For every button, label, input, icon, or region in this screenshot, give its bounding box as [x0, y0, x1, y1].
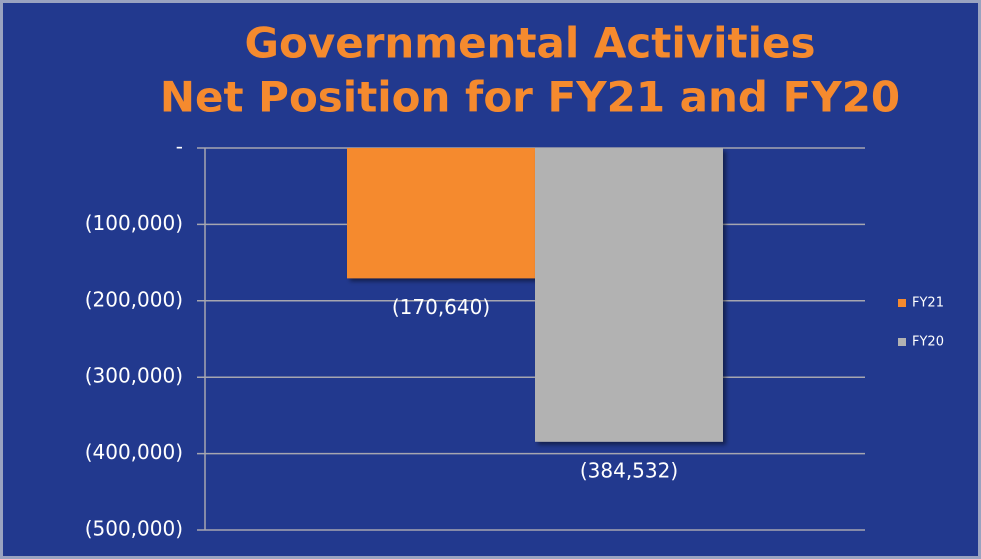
chart-title: Governmental Activities [245, 19, 816, 68]
y-tick-label: (500,000) [85, 517, 183, 541]
y-tick-label: (400,000) [85, 440, 183, 464]
bar [347, 148, 535, 279]
value-label: (170,640) [392, 295, 490, 319]
legend-swatch [898, 338, 906, 346]
bar [535, 148, 723, 442]
legend-label: FY20 [912, 335, 944, 350]
chart-title: Net Position for FY21 and FY20 [160, 73, 900, 122]
y-tick-label: (300,000) [85, 364, 183, 388]
legend-swatch [898, 299, 906, 307]
y-tick-label: (100,000) [85, 211, 183, 235]
legend-label: FY21 [912, 296, 944, 311]
value-label: (384,532) [580, 458, 678, 482]
background [3, 3, 978, 556]
y-tick-label: - [176, 135, 183, 159]
y-tick-label: (200,000) [85, 287, 183, 311]
